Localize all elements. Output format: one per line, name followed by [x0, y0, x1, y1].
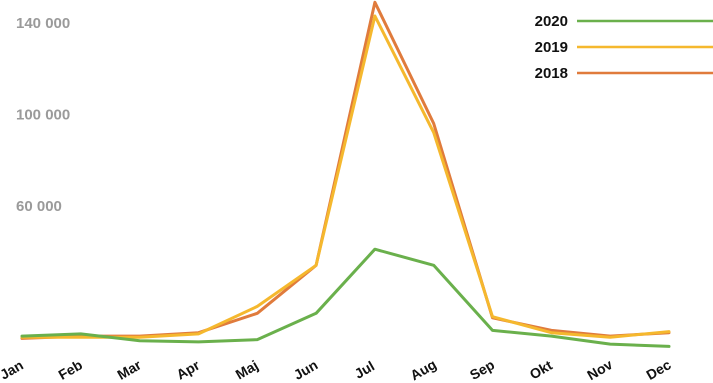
- legend-label-2020: 2020: [535, 13, 568, 30]
- legend-label-2018: 2018: [535, 65, 568, 82]
- x-tick-label-jul: Jul: [352, 358, 378, 382]
- x-tick-label-nov: Nov: [584, 356, 615, 383]
- x-tick-label-dec: Dec: [643, 356, 673, 383]
- x-tick-label-aug: Aug: [407, 356, 439, 383]
- series-line-2019: [20, 14, 671, 339]
- x-tick-label-apr: Apr: [174, 356, 203, 382]
- x-tick-label-mar: Mar: [114, 356, 144, 383]
- series-line-2020: [20, 247, 671, 348]
- y-tick-label: 100 000: [16, 106, 70, 123]
- x-tick-label-maj: Maj: [233, 357, 261, 383]
- series-line-2018: [20, 0, 671, 340]
- y-tick-label: 140 000: [16, 15, 70, 32]
- y-tick-label: 60 000: [16, 198, 62, 215]
- x-tick-label-feb: Feb: [56, 357, 86, 383]
- x-tick-label-jan: Jan: [0, 357, 26, 383]
- x-axis: Jan Feb Mar Apr Maj Jun Jul Aug Sep Okt Nov Dec: [0, 356, 674, 383]
- x-tick-label-jun: Jun: [291, 357, 321, 383]
- y-axis: 140 000 100 000 60 000: [16, 15, 70, 215]
- x-tick-label-sep: Sep: [467, 356, 497, 383]
- series-layer: [20, 0, 671, 348]
- x-tick-label-okt: Okt: [527, 357, 556, 383]
- legend-label-2019: 2019: [535, 39, 568, 56]
- legend: 2020 2019 2018: [535, 13, 713, 82]
